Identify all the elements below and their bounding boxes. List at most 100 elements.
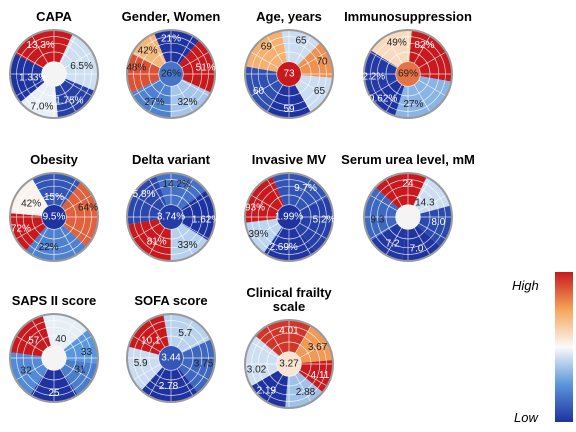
spoke	[418, 194, 447, 212]
panel-title: Gender, Women	[121, 9, 221, 24]
spoke	[176, 178, 194, 207]
spoke	[31, 35, 49, 64]
value-label: 64%	[78, 203, 98, 214]
value-label: 65	[314, 86, 326, 97]
spoke	[59, 368, 77, 397]
spoke	[299, 51, 328, 69]
value-label: 15%	[44, 192, 64, 203]
value-label: 40	[55, 334, 67, 345]
spoke	[181, 222, 210, 240]
value-label: 2.69%	[269, 242, 297, 253]
panel-border	[244, 319, 334, 409]
spoke	[15, 79, 44, 97]
panel-title: SOFA score	[134, 293, 208, 308]
cell	[60, 359, 98, 396]
cell	[178, 339, 216, 393]
colorbar	[555, 272, 573, 422]
cell	[155, 172, 206, 210]
spoke	[181, 363, 210, 381]
value-label: 57	[28, 336, 40, 347]
value-label: 8.0	[431, 217, 445, 228]
value-label: 81%	[147, 236, 167, 247]
value-label: 10.1	[141, 336, 161, 347]
spoke	[369, 194, 398, 212]
value-label: 9.7%	[294, 183, 317, 194]
value-label: 82%	[414, 40, 434, 51]
value-label: 7.0%	[31, 102, 54, 113]
spoke	[31, 319, 49, 348]
cell	[409, 30, 452, 82]
spoke	[418, 51, 447, 69]
cell	[413, 177, 451, 214]
value-label: 4.01	[279, 326, 299, 337]
cell	[250, 370, 288, 408]
centre-cell	[276, 61, 302, 87]
panel-border	[126, 29, 216, 119]
cell	[180, 190, 215, 241]
value-label: 6.5%	[70, 61, 93, 72]
value-label: 1.99%	[275, 212, 303, 223]
spoke	[59, 319, 77, 348]
value-label: 3.75	[194, 358, 214, 369]
spoke	[59, 227, 77, 256]
panel-border	[9, 172, 99, 262]
spoke	[132, 335, 161, 353]
spoke	[132, 79, 161, 97]
cell	[375, 172, 427, 209]
spoke	[250, 194, 279, 212]
value-label: 3.67	[308, 342, 328, 353]
cell	[171, 79, 211, 118]
panel-title: Obesity	[30, 152, 78, 167]
value-label: 60	[253, 86, 265, 97]
value-label: 31	[74, 365, 86, 376]
centre-cell	[276, 351, 302, 377]
spoke	[31, 227, 49, 256]
spoke	[148, 368, 166, 397]
value-label: 27%	[403, 99, 423, 110]
cell	[296, 196, 333, 252]
value-label: 5.7	[178, 328, 192, 339]
spoke	[59, 84, 77, 113]
spoke	[299, 194, 328, 212]
centre-cell	[41, 345, 67, 371]
cell	[245, 218, 282, 254]
value-label: 48%	[126, 63, 146, 74]
value-label: 21%	[161, 33, 181, 44]
value-label: 49%	[387, 38, 407, 49]
spoke	[176, 368, 194, 397]
spoke	[418, 222, 447, 240]
value-label: 32%	[177, 97, 197, 108]
value-label: 27%	[144, 97, 164, 108]
spoke	[266, 35, 284, 64]
value-label: 2.88	[296, 387, 316, 398]
value-label: 51%	[196, 63, 216, 74]
value-label: 1.75%	[55, 95, 83, 106]
spoke	[250, 79, 279, 97]
spoke	[294, 84, 312, 113]
cell	[368, 79, 405, 116]
value-label: 3.74%	[157, 212, 185, 223]
cell	[402, 225, 441, 261]
spoke	[413, 178, 431, 207]
value-label: 5.9	[134, 358, 148, 369]
centre-cell	[395, 61, 421, 87]
value-label: 22%	[39, 242, 59, 253]
value-label: 72%	[11, 224, 31, 235]
spoke	[294, 227, 312, 256]
value-label: 65	[295, 36, 307, 47]
panel-border	[244, 29, 334, 119]
spoke	[31, 368, 49, 397]
panel-border	[363, 29, 453, 119]
cell	[417, 205, 452, 247]
value-label: 3.27	[279, 359, 299, 370]
cell	[244, 176, 285, 223]
panel-title: CAPA	[36, 9, 72, 24]
cell	[154, 30, 200, 65]
cell	[127, 219, 171, 261]
spoke	[64, 51, 93, 69]
centre-cell	[276, 204, 302, 230]
cell	[370, 223, 407, 261]
spoke	[181, 335, 210, 353]
